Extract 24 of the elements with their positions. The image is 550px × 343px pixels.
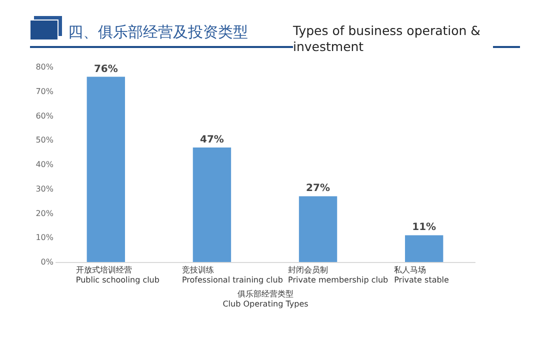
x-tick-label: 私人马场 Private stable <box>394 266 450 284</box>
y-tick-label: 30% <box>36 184 54 194</box>
bar <box>298 196 338 262</box>
y-tick-label: 0% <box>40 258 54 266</box>
data-label: 11% <box>412 222 436 234</box>
data-label: 76% <box>94 64 118 75</box>
y-tick-label: 70% <box>36 86 54 96</box>
x-tick-label: 竞技训练 Professional training club <box>182 266 283 284</box>
y-tick-label: 40% <box>36 160 54 169</box>
y-tick-label: 60% <box>36 111 54 120</box>
chart-subtitle: Types of business operation & investment <box>293 23 493 55</box>
y-tick-label: 20% <box>36 208 54 218</box>
chart-title: 四、俱乐部经营及投资类型 <box>68 23 248 42</box>
y-tick-label: 50% <box>36 136 54 145</box>
y-tick-label: 80% <box>36 62 54 72</box>
bar <box>86 76 125 262</box>
x-tick-label: 封闭会员制 Private membership club <box>288 266 388 284</box>
x-tick-label: 开放式培训经营 Public schooling club <box>76 266 160 284</box>
bar <box>405 235 444 262</box>
data-label: 47% <box>200 134 224 146</box>
data-label: 27% <box>306 183 330 194</box>
bar <box>192 147 232 262</box>
y-tick-label: 10% <box>36 233 54 242</box>
x-axis-title: 俱乐部经营类型 Club Operating Types <box>222 290 308 308</box>
